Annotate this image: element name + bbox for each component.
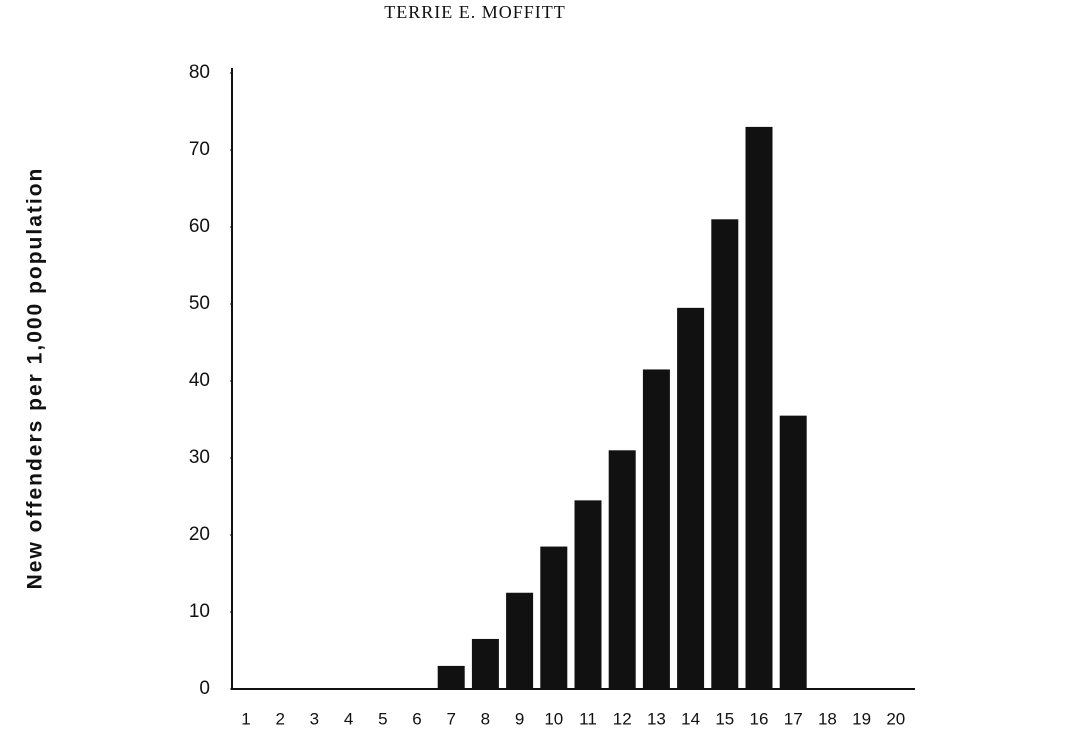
x-tick-label: 7 (446, 709, 455, 728)
x-tick-label: 8 (481, 709, 490, 728)
y-tick-label: 60 (189, 216, 210, 237)
bar (677, 307, 705, 689)
y-tick-label: 10 (189, 601, 210, 622)
x-tick-label: 1 (241, 709, 250, 728)
x-tick-label: 4 (344, 709, 353, 728)
x-tick-label: 12 (613, 709, 632, 728)
bar (642, 369, 670, 689)
x-tick-label: 11 (579, 709, 597, 728)
bar (540, 546, 568, 689)
y-axis-title: New offenders per 1,000 population (24, 167, 47, 590)
x-tick-label: 16 (750, 709, 769, 728)
x-tick-label: 6 (412, 709, 421, 728)
x-tick-label: 19 (852, 709, 871, 728)
bar (745, 126, 773, 689)
x-tick-label: 5 (378, 709, 387, 728)
x-tick-label: 3 (310, 709, 319, 728)
bar (471, 638, 499, 689)
y-tick-label: 30 (189, 447, 210, 468)
x-tick-label: 9 (515, 709, 524, 728)
y-tick-label: 40 (189, 370, 210, 391)
y-tick-label: 20 (189, 524, 210, 545)
bar (711, 219, 739, 690)
bar (506, 592, 534, 689)
x-tick-label: 10 (544, 709, 563, 728)
page-header: TERRIE E. MOFFITT (384, 2, 566, 22)
bar (574, 500, 602, 689)
x-tick-label: 15 (715, 709, 734, 728)
y-tick-label: 50 (189, 293, 210, 314)
x-tick-label: 2 (275, 709, 284, 728)
y-tick-label: 0 (199, 678, 210, 699)
x-tick-label: 17 (784, 709, 803, 728)
bar (779, 415, 807, 689)
x-tick-label: 18 (818, 709, 837, 728)
x-tick-label: 20 (886, 709, 905, 728)
x-tick-label: 13 (647, 709, 666, 728)
bar (608, 450, 636, 689)
y-tick-label: 80 (189, 62, 210, 83)
bar (437, 665, 465, 689)
x-tick-label: 14 (681, 709, 700, 728)
y-tick-label: 70 (189, 139, 210, 160)
